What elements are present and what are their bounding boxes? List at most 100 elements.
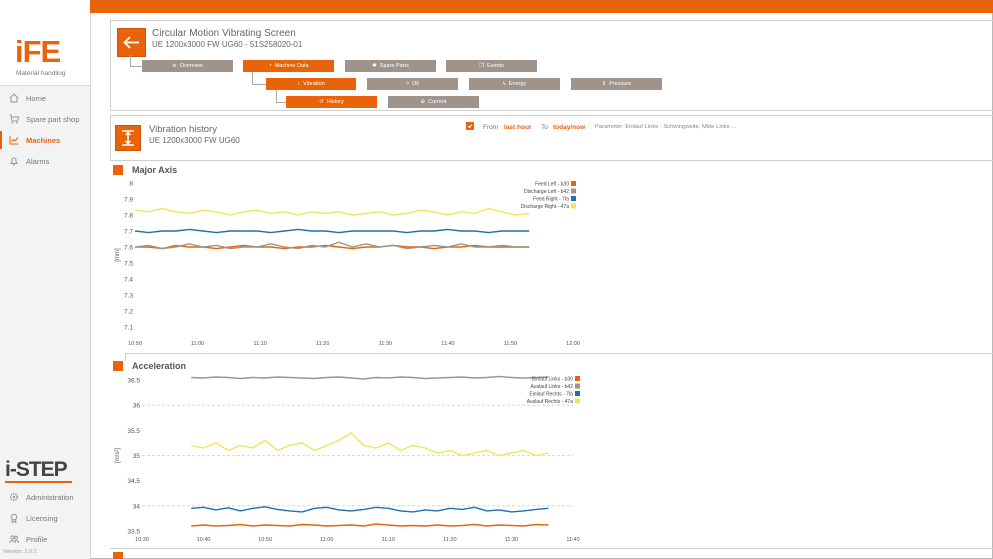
y-axis-label: [m/s²] [115, 448, 121, 463]
x-tick-label: 10:30 [135, 537, 149, 543]
tree-connector [276, 90, 277, 102]
tab-spare-parts[interactable]: ✱ Spare Parts [345, 60, 436, 72]
filter-checkbox[interactable] [466, 122, 474, 130]
tab-label: Pressure [609, 81, 632, 87]
x-tick-label: 11:40 [441, 341, 454, 347]
legend-swatch [575, 398, 580, 404]
y-tick-label: 7.4 [124, 277, 133, 284]
y-tick-label: 7.7 [124, 229, 133, 236]
chart-marker [113, 361, 123, 371]
gauge-icon: ◔ [268, 63, 272, 69]
header-left-border [110, 20, 111, 110]
pressure-icon: ⇕ [601, 81, 607, 87]
sidebar-item-label: Licensing [26, 513, 58, 523]
tab-history[interactable]: ↺ History [286, 96, 377, 108]
sidebar-item-label: Machines [26, 135, 61, 145]
home-icon [8, 92, 20, 104]
tab-pressure[interactable]: ⇕ Pressure [571, 78, 662, 90]
series-line-4 [191, 431, 549, 457]
bell-icon [8, 155, 20, 167]
bolt-icon: ϟ [502, 81, 506, 87]
legend-swatch [575, 383, 580, 389]
legend-label: Feed Right - 7fa [533, 197, 569, 203]
y-tick-label: 35.5 [127, 428, 140, 435]
tab-label: History [326, 99, 344, 105]
section-left-border [110, 115, 111, 160]
sidebar-item-label: Home [26, 93, 47, 103]
legend-swatch [571, 196, 576, 201]
x-tick-label: 11:10 [382, 537, 395, 543]
y-tick-label: 34 [133, 503, 141, 510]
legend-label: Auslauf Links - b42 [530, 384, 573, 390]
x-tick-label: 11:30 [379, 341, 392, 347]
series-line-4 [134, 207, 530, 216]
legend-label: Discharge Left - b42 [524, 189, 569, 195]
section-divider [110, 115, 993, 116]
tab-vibration[interactable]: ↕ Vibration [266, 78, 356, 90]
sidebar-item-machines[interactable]: Machines [0, 131, 92, 149]
tree-connector [276, 102, 286, 103]
sidebar-item-profile[interactable]: Profile [0, 530, 90, 548]
sidebar-item-spare-part-shop[interactable]: Spare part shop [0, 110, 90, 128]
sidebar-item-label: Alarms [26, 156, 50, 166]
y-tick-label: 8 [129, 181, 133, 188]
machine-title: Circular Motion Vibrating Screen [152, 28, 296, 39]
download-icon: ⊕ [420, 99, 426, 105]
x-tick-label: 11:20 [316, 341, 329, 347]
gear-icon: ✱ [372, 63, 377, 69]
tab-label: Vibration [303, 81, 325, 87]
from-value-link[interactable]: last hour [504, 123, 532, 131]
legend-label: Einlauf Rechts - 7fa [529, 392, 573, 398]
tab-oil[interactable]: ◊ Oil [367, 78, 458, 90]
sidebar-item-licensing[interactable]: Licensing [0, 509, 90, 527]
y-tick-label: 7.1 [124, 325, 133, 332]
bottom-divider [110, 548, 993, 549]
cart-icon [8, 113, 20, 125]
chart-icon [8, 134, 20, 146]
legend-swatch [575, 391, 580, 396]
tab-current[interactable]: ⊕ Current [388, 96, 479, 108]
drop-icon: ◊ [406, 81, 409, 87]
x-tick-label: 11:20 [443, 537, 456, 543]
chart-marker [113, 165, 123, 175]
sidebar-item-administration[interactable]: Administration [0, 488, 90, 506]
legend-label: Discharge Right - 47a [521, 204, 570, 210]
ife-logo: iFE [15, 34, 61, 69]
tab-label: Spare Parts [379, 63, 409, 69]
series-line-2 [134, 241, 530, 250]
x-tick-label: 11:00 [320, 537, 333, 543]
chart-divider [125, 353, 993, 354]
copy-icon: ❐ [479, 63, 485, 69]
x-tick-label: 11:10 [253, 341, 266, 347]
tab-overview[interactable]: ≋ Overview [142, 60, 233, 72]
chart-title-major-axis: Major Axis [132, 165, 178, 175]
to-value-link[interactable]: today/now [553, 123, 586, 131]
vibration-icon: ↕ [297, 81, 301, 87]
legend-swatch [575, 376, 580, 381]
tab-label: Current [428, 99, 447, 105]
tab-label: Overview [179, 63, 203, 69]
x-tick-label: 12:00 [566, 341, 580, 347]
vibration-history-icon [115, 125, 141, 151]
header-divider [110, 20, 993, 21]
gear-icon [8, 491, 20, 503]
legend-label: Auslauf Rechts - 47a [527, 399, 574, 405]
y-tick-label: 7.5 [124, 261, 133, 268]
history-icon: ↺ [319, 99, 324, 105]
tab-energy[interactable]: ϟ Energy [469, 78, 560, 90]
section-subtitle: UE 1200x3000 FW UG60 [149, 136, 240, 145]
sidebar-item-home[interactable]: Home [0, 89, 90, 107]
nav-divider [110, 110, 993, 111]
tab-machine-data[interactable]: ◔ Machine Data [243, 60, 334, 72]
parameter-selector[interactable]: Parameter: Einlauf Links - Schwingweite,… [595, 124, 737, 130]
sidebar: iFE Material handling Home Spare part sh… [0, 0, 91, 559]
x-tick-label: 10:40 [197, 537, 211, 543]
acceleration-chart: 36.5 36 35.5 35 34.5 34 33.5 [m/s²] 10:30 10:40 10… [115, 375, 580, 543]
legend-swatch [571, 181, 576, 186]
back-button[interactable] [117, 28, 146, 57]
y-tick-label: 7.3 [124, 293, 133, 300]
tree-connector [130, 66, 142, 67]
istep-underline [5, 481, 72, 483]
tab-events[interactable]: ❐ Events [446, 60, 537, 72]
sidebar-item-alarms[interactable]: Alarms [0, 152, 90, 170]
